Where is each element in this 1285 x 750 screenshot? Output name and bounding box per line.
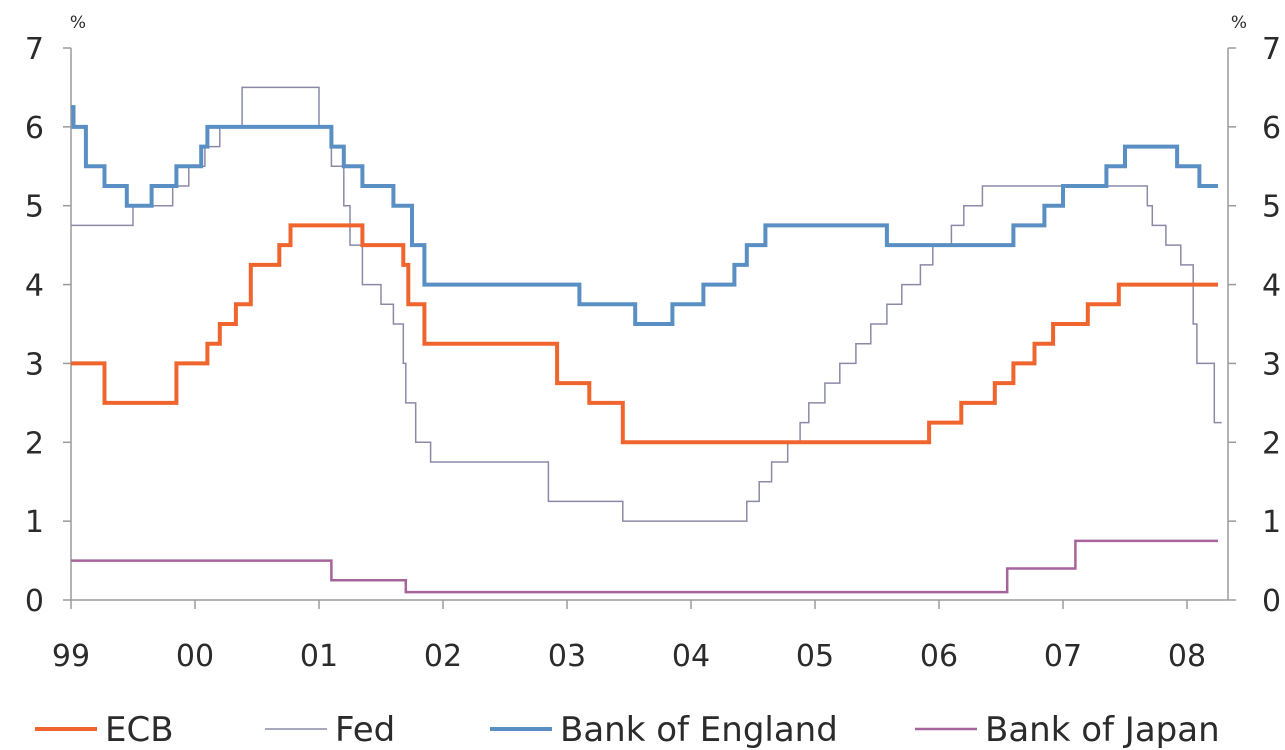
x-tick-label: 08 — [1168, 639, 1206, 674]
legend-label: Fed — [335, 710, 395, 750]
y-tick-label-right: 4 — [1262, 269, 1281, 304]
series-line-bank-of-japan — [71, 539, 1218, 594]
x-tick-label: 01 — [300, 639, 338, 674]
y-unit-right: % — [1231, 13, 1247, 33]
y-tick-label-left: 6 — [25, 111, 44, 146]
x-tick-label: 04 — [672, 639, 710, 674]
y-unit-left: % — [70, 13, 86, 33]
y-tick-label-right: 7 — [1262, 32, 1281, 67]
y-tick-label-left: 3 — [25, 347, 44, 382]
chart-series-lines — [71, 86, 1222, 594]
y-tick-label-left: 2 — [25, 426, 44, 461]
x-tick-label: 06 — [920, 639, 958, 674]
y-tick-label-right: 0 — [1262, 584, 1281, 619]
legend-label: ECB — [105, 710, 174, 750]
x-tick-label: 99 — [52, 639, 90, 674]
x-tick-label: 02 — [424, 639, 462, 674]
y-tick-label-right: 1 — [1262, 505, 1281, 540]
y-tick-label-right: 3 — [1262, 347, 1281, 382]
y-tick-label-left: 4 — [25, 269, 44, 304]
x-tick-label: 03 — [548, 639, 586, 674]
y-tick-label-right: 5 — [1262, 190, 1281, 225]
y-tick-label-left: 7 — [25, 32, 44, 67]
legend-label: Bank of Japan — [985, 710, 1220, 750]
x-tick-label: 07 — [1044, 639, 1082, 674]
y-tick-label-left: 0 — [25, 584, 44, 619]
series-line-bank-of-england — [71, 105, 1218, 326]
x-tick-label: 00 — [176, 639, 214, 674]
series-line-ecb — [71, 223, 1218, 445]
y-tick-label-left: 1 — [25, 505, 44, 540]
chart-axes: % %0 01 12 23 34 45 56 67 799 00 01 02 03 04 05 06 07 08 — [25, 13, 1281, 674]
x-tick-label: 05 — [796, 639, 834, 674]
chart-legend: ECB Fed Bank of England Bank of Japan — [35, 710, 1220, 750]
y-tick-label-right: 6 — [1262, 111, 1281, 146]
y-tick-label-left: 5 — [25, 190, 44, 225]
legend-label: Bank of England — [560, 710, 838, 750]
y-tick-label-right: 2 — [1262, 426, 1281, 461]
